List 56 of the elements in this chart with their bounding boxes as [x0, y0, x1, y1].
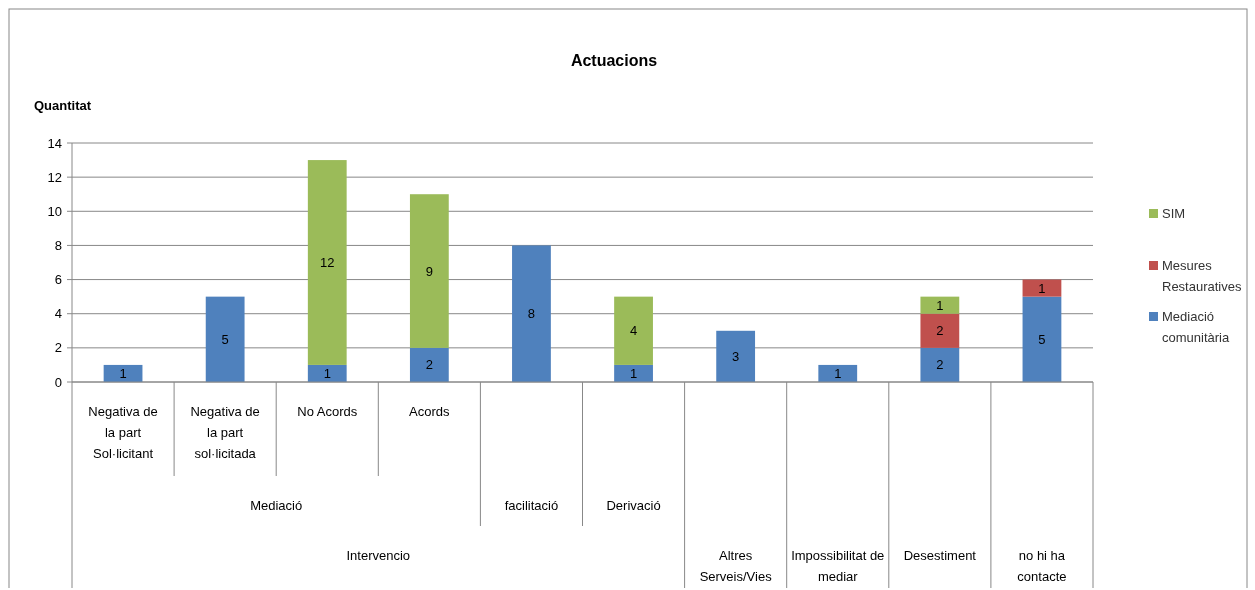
y-axis-title: Quantitat [34, 98, 92, 113]
bar [920, 347, 960, 382]
text: Intervencio [346, 548, 411, 563]
bar [1022, 296, 1062, 382]
text: Desestiment [903, 548, 977, 563]
bar [307, 160, 347, 365]
text: Derivació [606, 498, 661, 513]
data-label: 5 [1038, 331, 1046, 347]
legend-label: Mesures Restauratives [1162, 258, 1242, 294]
bar [614, 296, 653, 365]
data-label: 2 [936, 357, 944, 373]
text: Impossibilitat de mediar [791, 548, 885, 584]
text: no hi ha contacte [1017, 548, 1067, 584]
bar [920, 313, 960, 348]
data-label: 2 [425, 357, 433, 373]
bar [512, 245, 551, 382]
legend-label: Mediació comunitària [1162, 309, 1230, 345]
bar [818, 364, 858, 382]
data-label: 5 [221, 331, 229, 347]
data-label: 1 [1038, 280, 1046, 296]
y-tick-label: 6 [54, 272, 62, 288]
data-label: 9 [425, 263, 433, 279]
chart-title: Actuacions [570, 52, 658, 69]
x-tick-label: Acords [409, 404, 451, 419]
bar [409, 194, 449, 348]
bar [307, 364, 347, 382]
data-label: 3 [732, 348, 740, 364]
y-tick-label: 12 [47, 169, 62, 185]
bar [409, 347, 449, 382]
y-tick-label: 10 [47, 203, 62, 219]
y-tick-label: 14 [47, 135, 62, 151]
y-tick-label: 8 [54, 237, 62, 253]
bar [716, 330, 756, 382]
bar [920, 296, 960, 314]
data-label: 2 [936, 323, 944, 339]
bar [1022, 279, 1062, 297]
legend-label: SIM [1162, 206, 1186, 221]
y-tick-label: 4 [54, 306, 62, 322]
bar [614, 364, 653, 382]
data-label: 12 [320, 255, 335, 270]
data-label: 1 [119, 365, 127, 381]
data-label: 1 [834, 365, 842, 381]
y-tick-label: 2 [54, 340, 62, 356]
text: Altres Serveis/Vies [699, 548, 773, 584]
data-label: 4 [629, 323, 638, 339]
y-tick-label: 0 [54, 374, 62, 390]
text: facilitació [504, 498, 559, 513]
data-label: 1 [323, 365, 331, 381]
x-tick-label: Negativa de la part sol·licitada [190, 404, 260, 461]
data-label: 8 [527, 306, 536, 322]
bar [205, 296, 245, 382]
text: Mediació [250, 498, 303, 513]
x-tick-label: Negativa de la part Sol·licitant [88, 404, 158, 461]
data-label: 1 [629, 365, 638, 381]
data-label: 1 [936, 297, 944, 313]
x-tick-label: No Acords [297, 404, 358, 419]
